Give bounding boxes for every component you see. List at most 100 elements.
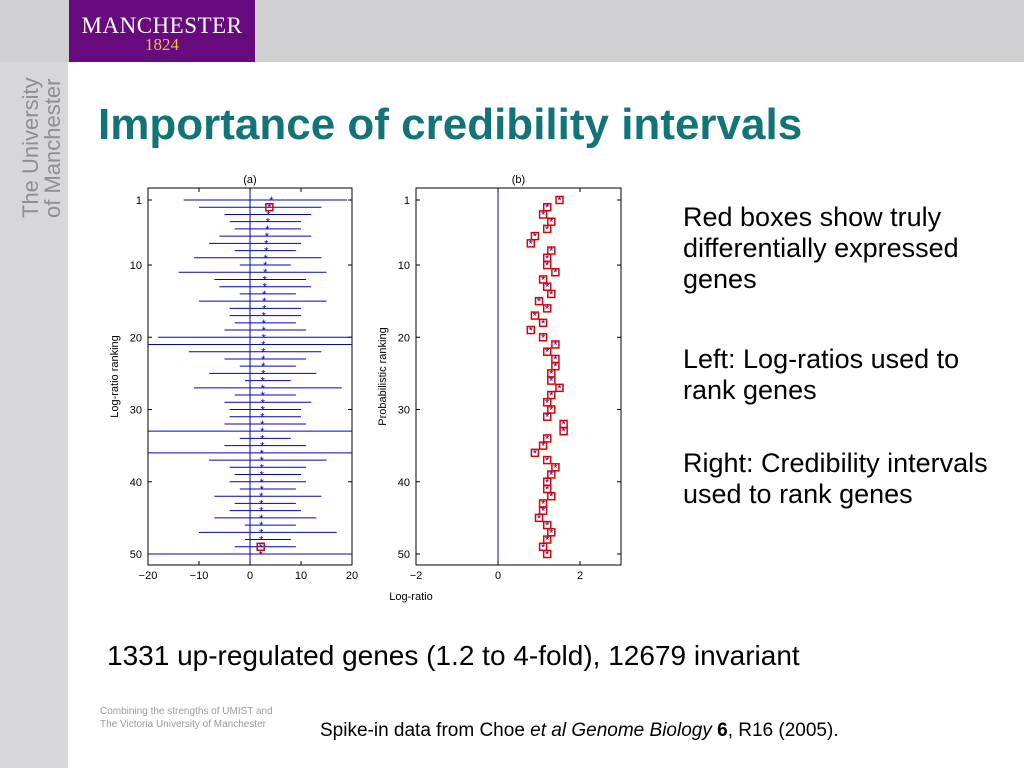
data-point: * xyxy=(260,426,265,438)
data-point: * xyxy=(262,303,267,315)
data-point: * xyxy=(549,390,554,402)
data-point: * xyxy=(545,477,550,489)
data-point: * xyxy=(260,484,265,496)
bullet-2: Left: Log-ratios used to rank genes xyxy=(683,344,960,405)
data-point: * xyxy=(262,318,267,330)
highlight-box xyxy=(534,296,544,306)
highlight-box xyxy=(542,260,552,270)
data-point: * xyxy=(549,527,554,539)
data-point: * xyxy=(260,441,265,453)
data-point: * xyxy=(262,296,267,308)
data-point: * xyxy=(541,209,546,221)
data-point: * xyxy=(549,246,554,258)
data-point: * xyxy=(264,253,269,265)
data-point: * xyxy=(541,506,546,518)
data-point: * xyxy=(260,470,265,482)
highlight-box xyxy=(542,549,552,559)
data-point: * xyxy=(260,412,265,424)
highlight-box xyxy=(542,224,552,234)
data-point: * xyxy=(545,535,550,547)
data-point: * xyxy=(261,347,266,359)
footer-tagline: Combining the strengths of UMIST and The… xyxy=(100,705,320,731)
highlight-box xyxy=(530,311,540,320)
data-point: * xyxy=(545,549,550,561)
data-point: * xyxy=(266,217,271,229)
data-point: * xyxy=(260,419,265,431)
data-point: * xyxy=(259,506,264,518)
panel-title: (b) xyxy=(512,174,525,186)
data-point: * xyxy=(262,289,267,301)
data-point: * xyxy=(267,202,272,214)
caption: 1331 up-regulated genes (1.2 to 4-fold),… xyxy=(107,640,800,671)
y-tick-label: 10 xyxy=(130,260,142,272)
panel-title: (a) xyxy=(243,174,256,186)
data-point: * xyxy=(261,361,266,373)
data-point: * xyxy=(545,455,550,467)
university-logo: MANCHESTER 1824 xyxy=(69,0,255,62)
highlight-box xyxy=(551,267,560,277)
data-point: * xyxy=(265,231,270,243)
footer-line-2: The Victoria University of Manchester xyxy=(100,719,266,730)
vertical-brand: The University of Manchester xyxy=(18,58,65,218)
data-point: * xyxy=(262,332,267,344)
y-tick-label: 20 xyxy=(130,332,142,344)
highlight-box xyxy=(555,195,564,205)
bullet-3: Right: Credibility intervals used to ran… xyxy=(683,448,988,509)
citation-suffix: , R16 (2005). xyxy=(727,720,839,741)
chart-panel-b: (b) −2 0 2 1 10 20 30 40 50 Probabilistic ranking L… xyxy=(377,174,622,603)
chart-panel-a: (a) −20 −10 0 10 20 1 10 20 30 40 50 Log-ratio ranki… xyxy=(109,174,358,582)
highlight-box xyxy=(542,347,552,356)
y-axis-label: Log-ratio ranking xyxy=(109,335,121,418)
y-tick-label: 40 xyxy=(398,477,410,489)
highlight-box xyxy=(534,513,544,523)
data-point: * xyxy=(545,202,550,214)
data-point: * xyxy=(259,549,264,561)
data-point: * xyxy=(541,274,546,286)
data-point: * xyxy=(261,383,266,395)
data-point: * xyxy=(263,267,268,279)
highlight-box xyxy=(559,426,568,436)
data-point: * xyxy=(261,397,266,409)
data-point: * xyxy=(553,462,558,474)
y-tick-label: 50 xyxy=(130,549,142,561)
x-axis-label: Log-ratio xyxy=(389,591,432,603)
data-point: * xyxy=(541,441,546,453)
data-point: * xyxy=(259,520,264,532)
data-point: * xyxy=(537,513,542,525)
data-point: * xyxy=(261,354,266,366)
data-point: * xyxy=(541,332,546,344)
data-point: * xyxy=(545,224,550,236)
data-point: * xyxy=(549,289,554,301)
footer-line-1: Combining the strengths of UMIST and xyxy=(100,706,273,717)
x-tick-label: 2 xyxy=(577,570,583,582)
data-point: * xyxy=(269,195,274,207)
data-point: * xyxy=(261,368,266,380)
logo-name: MANCHESTER xyxy=(81,13,243,38)
data-point: * xyxy=(261,390,266,402)
highlight-box xyxy=(538,318,548,328)
y-axis-label: Probabilistic ranking xyxy=(377,327,389,425)
data-point: * xyxy=(549,217,554,229)
side-banner xyxy=(0,62,68,768)
highlight-box xyxy=(547,491,556,501)
y-tick-label: 50 xyxy=(398,549,410,561)
data-point: * xyxy=(545,520,550,532)
data-point: * xyxy=(264,238,269,250)
data-point: * xyxy=(561,426,566,438)
data-point: * xyxy=(261,405,266,417)
data-point: * xyxy=(533,448,538,460)
data-point: * xyxy=(261,339,266,351)
highlight-box xyxy=(555,383,564,393)
data-point: * xyxy=(553,339,558,351)
data-point: * xyxy=(260,477,265,489)
data-point: * xyxy=(545,347,550,359)
data-point: * xyxy=(265,224,270,236)
x-tick-label: 20 xyxy=(346,570,358,582)
data-point: * xyxy=(260,455,265,467)
data-point: * xyxy=(545,397,550,409)
data-point: * xyxy=(545,253,550,265)
data-point: * xyxy=(545,303,550,315)
data-point: * xyxy=(263,260,268,272)
x-tick-label: −2 xyxy=(410,570,423,582)
